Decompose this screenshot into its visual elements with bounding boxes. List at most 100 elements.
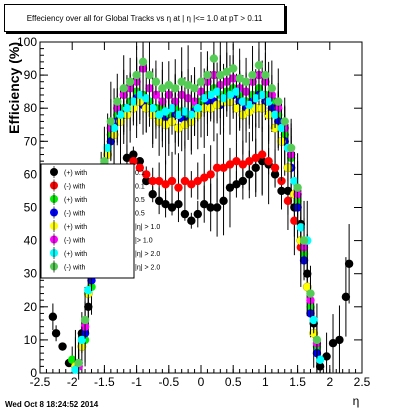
data-point [306,289,315,298]
data-point [296,223,306,232]
data-point [129,156,138,166]
legend-suffix: 0.1 [135,170,145,177]
data-point [206,203,215,212]
x-tick-label: 1 [262,375,269,389]
data-point [212,203,222,212]
data-point [154,176,164,186]
data-point [251,153,260,163]
data-point [200,199,209,209]
legend-suffix: |η| > 2.0 [135,251,160,258]
data-point [109,123,119,133]
y-tick-label: 10 [24,333,38,347]
y-tick-label: 90 [24,68,38,82]
data-point [219,163,228,172]
data-point [344,259,354,268]
data-point [103,143,112,153]
data-point [167,176,177,186]
legend-label: (+) with [64,251,87,258]
legend-label: (+) with [64,197,87,204]
data-point [193,209,202,219]
legend-label: (-) with [64,238,85,245]
data-point [174,110,183,120]
data-point [113,97,122,106]
data-point [216,70,225,80]
data-point [74,358,83,368]
data-point [174,183,183,192]
data-point [312,335,322,345]
data-point [286,143,296,153]
data-point [232,156,241,166]
data-point [238,160,248,169]
data-point [225,183,235,192]
data-point [164,80,173,90]
data-point [200,173,209,182]
legend-label: (-) with [64,184,85,191]
data-point [154,110,164,120]
y-tick-label: 20 [24,300,38,314]
data-point [190,84,199,93]
x-tick-label: 0 [198,375,205,389]
data-point [290,176,299,186]
data-point [212,87,222,96]
data-point [219,94,228,103]
data-point [264,97,273,106]
y-tick-label: 30 [24,267,38,281]
legend-suffix: 0.5 [135,197,145,204]
legend-suffix: |η| > 2.0 [135,265,160,272]
y-tick-label: 50 [24,201,38,215]
data-point [274,97,283,106]
chart-title-box: Effeciency over all for Global Tracks vs… [4,4,285,32]
data-point [200,94,209,103]
data-point [180,176,190,186]
data-point [270,163,280,172]
data-point [71,365,80,374]
x-tick-label: 2.5 [354,375,371,389]
data-point [222,67,231,76]
data-point [80,315,90,325]
x-tick-label: -1 [131,375,142,389]
y-tick-label: 80 [24,101,38,115]
y-tick-label: 100 [17,35,37,49]
data-point [322,352,331,361]
data-point [293,183,302,192]
y-tick-label: 60 [24,167,38,181]
y-tick-label: 0 [30,366,37,380]
data-point [148,176,157,186]
y-axis-label: Efficiency (%) [6,42,22,134]
data-point [132,70,141,80]
data-point [77,335,87,345]
data-point [148,104,157,113]
data-point [203,70,212,80]
data-point [232,87,241,96]
data-point [315,355,325,364]
data-point [138,57,148,67]
data-point [135,90,145,100]
data-point [238,97,248,106]
data-point [257,150,267,159]
data-point [341,292,351,302]
data-point [232,180,241,189]
data-point [154,196,164,206]
legend-label: (-) with [64,211,85,218]
x-tick-label: -2.5 [30,375,51,389]
data-point [261,70,270,80]
y-tick-label: 40 [24,234,38,248]
x-axis-label: η [353,394,360,408]
x-tick-label: 1.5 [289,375,306,389]
data-point [206,170,215,179]
data-point [280,117,289,126]
data-point [68,355,77,364]
data-point [58,342,67,351]
data-point [196,77,206,86]
data-point [335,335,344,345]
data-point [251,94,260,103]
data-point [151,77,161,86]
x-tick-label: -1.5 [94,375,115,389]
data-point [241,77,251,86]
data-point [290,216,299,225]
chart-title: Effeciency over all for Global Tracks vs… [26,13,263,23]
data-point [254,60,264,70]
legend-label: (-) with [64,265,85,272]
y-tick-label: 70 [24,134,38,148]
